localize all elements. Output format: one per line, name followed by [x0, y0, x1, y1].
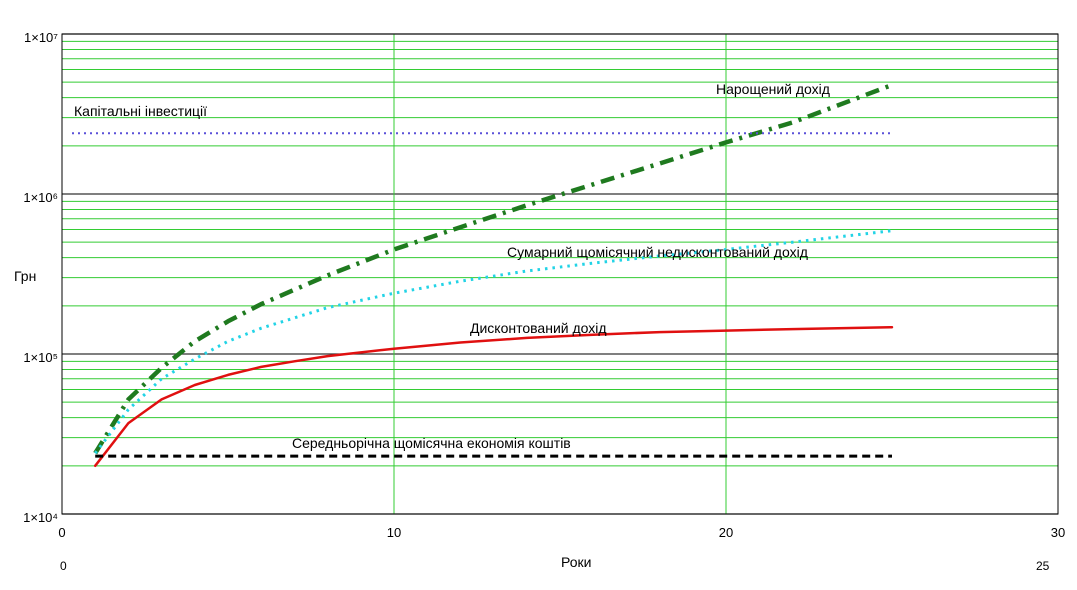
series-labels: Нарощений дохід Сумарний щомісячний недис… — [74, 81, 830, 451]
x-tick-labels: 0 10 20 30 — [58, 525, 1065, 540]
series-line-3 — [93, 325, 894, 468]
x-axis-label: Роки — [561, 554, 591, 570]
y-axis-label: Грн — [14, 268, 36, 284]
y-tick-labels: 1×10⁴ 1×10⁵ 1×10⁶ 1×10⁷ — [23, 30, 58, 525]
series-label-1: Нарощений дохід — [716, 81, 830, 97]
x-tick-label: 30 — [1051, 525, 1065, 540]
y-tick-label: 1×10⁷ — [24, 30, 58, 45]
plot-area-border — [61, 33, 1059, 515]
x-tick-label: 20 — [719, 525, 733, 540]
series-label-2: Сумарний щомісячний недисконтований дохі… — [507, 244, 808, 260]
series-label-4: Капітальні інвестиції — [74, 103, 207, 119]
x-tick-label: 0 — [58, 525, 65, 540]
y-tick-label: 1×10⁴ — [23, 510, 58, 525]
range-marker-right-label: 25 — [1036, 559, 1050, 573]
series-layer — [72, 82, 894, 468]
range-marker-left-label: 0 — [60, 559, 67, 573]
series-label-3: Дисконтований дохід — [470, 320, 607, 336]
x-tick-label: 10 — [387, 525, 401, 540]
y-tick-label: 1×10⁵ — [23, 350, 58, 365]
series-line-2 — [94, 229, 893, 455]
range-marker-left: 0 — [60, 559, 67, 573]
series-label-5: Середньорічна щомісячна економія коштів — [292, 435, 571, 451]
y-tick-label: 1×10⁶ — [23, 190, 58, 205]
range-marker-right: 25 — [1036, 559, 1050, 573]
